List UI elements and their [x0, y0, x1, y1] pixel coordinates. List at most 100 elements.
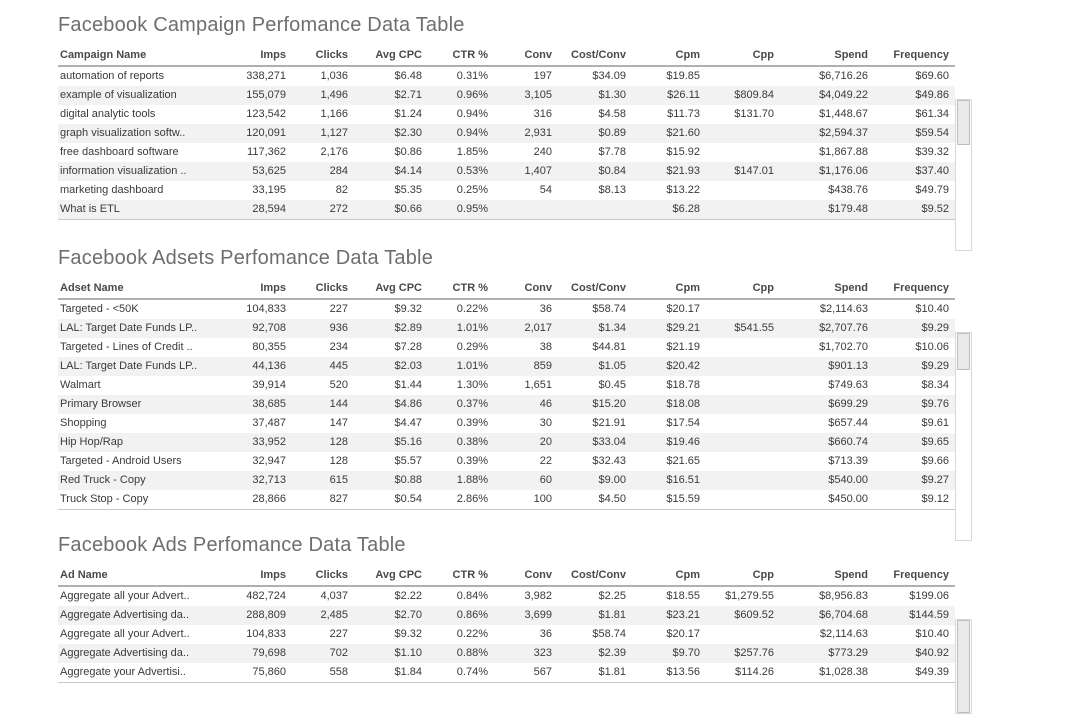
value-cell: 92,708	[252, 322, 286, 334]
value-cell: 1.01%	[456, 322, 488, 334]
column-header[interactable]: Clicks	[292, 278, 354, 300]
column-header[interactable]: Conv	[494, 278, 558, 300]
value-cell: $34.09	[592, 70, 626, 82]
value-cell: $2,707.76	[819, 322, 868, 334]
value-cell: 104,833	[246, 303, 286, 315]
value-cell: $10.40	[915, 628, 949, 640]
value-cell: $144.59	[909, 609, 949, 621]
value-cell: 1.30%	[456, 379, 488, 391]
column-header[interactable]: Cpp	[706, 565, 780, 587]
row-name-cell: LAL: Target Date Funds LP..	[60, 322, 198, 334]
value-cell: $15.59	[666, 493, 700, 505]
campaign-table-scrollbar[interactable]	[955, 99, 972, 251]
column-header[interactable]: Cost/Conv	[558, 565, 632, 587]
value-cell: $257.76	[734, 647, 774, 659]
column-header[interactable]: Conv	[494, 565, 558, 587]
value-cell: $0.84	[598, 165, 626, 177]
column-header[interactable]: Imps	[220, 278, 292, 300]
column-header[interactable]: Conv	[494, 45, 558, 67]
value-cell: $8.13	[598, 184, 626, 196]
column-header[interactable]: Frequency	[874, 45, 955, 67]
value-cell: $773.29	[828, 647, 868, 659]
column-header[interactable]: Avg CPC	[354, 278, 428, 300]
value-cell	[706, 143, 780, 162]
column-header[interactable]: Cpm	[632, 565, 706, 587]
row-name-cell: automation of reports	[60, 70, 164, 82]
value-cell	[706, 181, 780, 200]
column-header[interactable]: Cpm	[632, 278, 706, 300]
value-cell: $23.21	[666, 609, 700, 621]
value-cell	[706, 200, 780, 220]
column-header[interactable]: Spend	[780, 565, 874, 587]
value-cell: $29.21	[666, 322, 700, 334]
table-row: Targeted - <50K 104,833 227 $9.32 0.22% 36 $58…	[58, 299, 955, 319]
value-cell: 1,127	[320, 127, 348, 139]
column-header[interactable]: Avg CPC	[354, 565, 428, 587]
row-name-cell: Targeted - <50K	[60, 303, 139, 315]
value-cell: $1.81	[598, 609, 626, 621]
table-row: free dashboard software 117,362 2,176 $0.86…	[58, 143, 955, 162]
column-header[interactable]: Spend	[780, 45, 874, 67]
value-cell: 144	[329, 398, 348, 410]
value-cell: 2,017	[524, 322, 552, 334]
value-cell: 30	[539, 417, 552, 429]
value-cell: $8,956.83	[819, 590, 868, 602]
value-cell: $0.45	[598, 379, 626, 391]
column-header[interactable]: Imps	[220, 565, 292, 587]
row-name-cell: Aggregate all your Advert..	[60, 628, 190, 640]
column-header[interactable]: Cpm	[632, 45, 706, 67]
value-cell: 0.86%	[456, 609, 488, 621]
column-header[interactable]: Frequency	[874, 278, 955, 300]
value-cell: 3,982	[524, 590, 552, 602]
value-cell: $9.32	[394, 303, 422, 315]
value-cell: 54	[539, 184, 552, 196]
value-cell: $699.29	[828, 398, 868, 410]
value-cell: $26.11	[667, 89, 700, 101]
column-header[interactable]: Frequency	[874, 565, 955, 587]
scrollbar-thumb[interactable]	[957, 333, 970, 371]
value-cell: $713.39	[828, 455, 868, 467]
value-cell: 100	[533, 493, 552, 505]
value-cell: $21.19	[666, 341, 700, 353]
campaign-table-title: Facebook Campaign Perfomance Data Table	[58, 14, 465, 36]
column-header[interactable]: Avg CPC	[354, 45, 428, 67]
value-cell: $2,114.63	[819, 303, 868, 315]
value-cell: $749.63	[828, 379, 868, 391]
ads-table-scrollbar[interactable]	[955, 619, 972, 714]
column-header[interactable]: Cpp	[706, 278, 780, 300]
column-header[interactable]: Clicks	[292, 565, 354, 587]
column-header[interactable]: Adset Name	[58, 278, 220, 300]
column-header[interactable]: Clicks	[292, 45, 354, 67]
row-name-cell: Red Truck - Copy	[60, 474, 146, 486]
table-row: marketing dashboard 33,195 82 $5.35 0.25% 54 $…	[58, 181, 955, 200]
adsets-table-scrollbar[interactable]	[955, 332, 972, 541]
column-header[interactable]: Cost/Conv	[558, 45, 632, 67]
row-name-cell: Targeted - Android Users	[60, 455, 182, 467]
value-cell: $2.30	[394, 127, 422, 139]
value-cell	[706, 395, 780, 414]
value-cell: 234	[329, 341, 348, 353]
column-header[interactable]: Spend	[780, 278, 874, 300]
value-cell: $5.35	[394, 184, 422, 196]
column-header[interactable]: CTR %	[428, 565, 494, 587]
value-cell: 33,952	[252, 436, 286, 448]
value-cell: $61.34	[915, 108, 949, 120]
value-cell: 936	[329, 322, 348, 334]
column-header[interactable]: Cpp	[706, 45, 780, 67]
column-header[interactable]: Ad Name	[58, 565, 220, 587]
value-cell: $9.61	[921, 417, 949, 429]
scrollbar-thumb[interactable]	[957, 620, 970, 713]
value-cell: 0.31%	[456, 70, 488, 82]
column-header[interactable]: Imps	[220, 45, 292, 67]
value-cell: 482,724	[246, 590, 286, 602]
scrollbar-thumb[interactable]	[957, 100, 970, 145]
value-cell: $901.13	[828, 360, 868, 372]
value-cell	[706, 414, 780, 433]
value-cell: 272	[329, 203, 348, 215]
column-header[interactable]: CTR %	[428, 278, 494, 300]
column-header[interactable]: Cost/Conv	[558, 278, 632, 300]
value-cell: 1.01%	[456, 360, 488, 372]
table-row: example of visualization 155,079 1,496 $2.7…	[58, 86, 955, 105]
column-header[interactable]: Campaign Name	[58, 45, 220, 67]
column-header[interactable]: CTR %	[428, 45, 494, 67]
